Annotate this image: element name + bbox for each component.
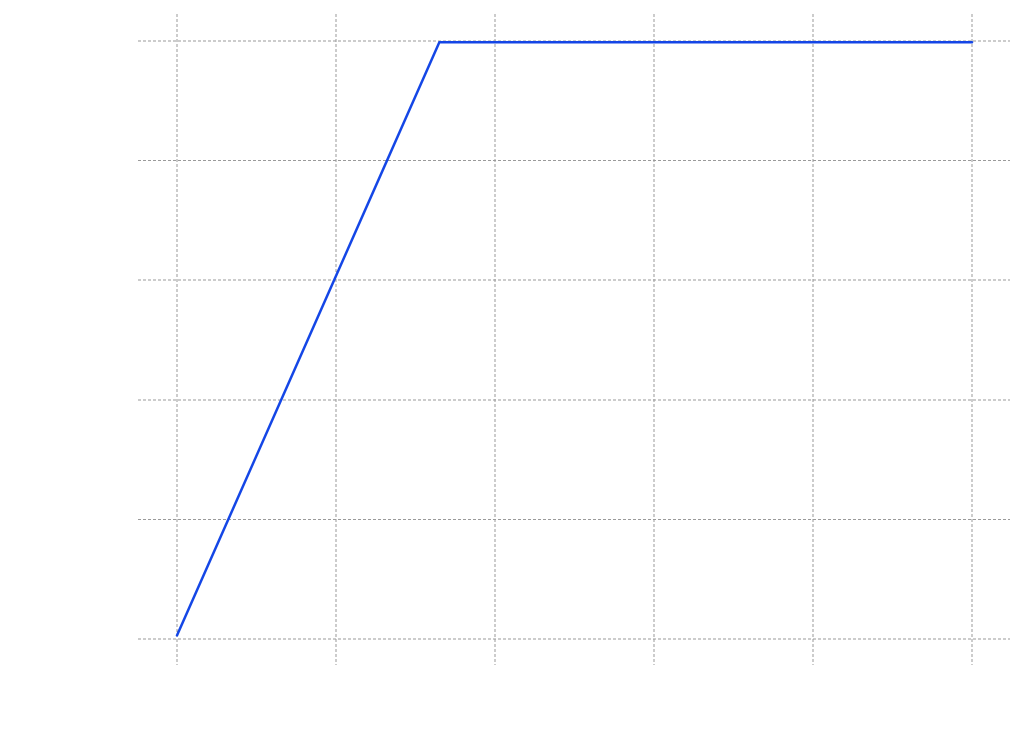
series-line [175, 40, 974, 637]
grid [138, 14, 1010, 665]
series-layer [175, 40, 974, 637]
